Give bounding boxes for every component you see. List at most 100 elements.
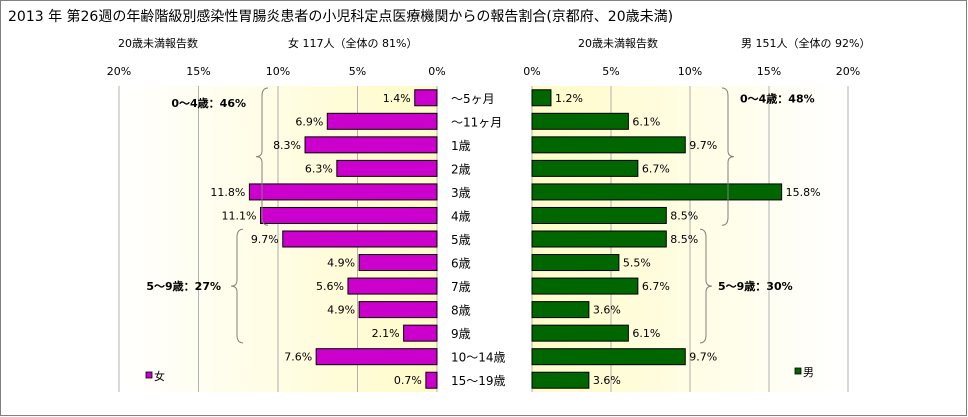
left-bar xyxy=(414,89,438,107)
left-data-label: 6.3% xyxy=(305,162,333,175)
right-data-label: 9.7% xyxy=(689,351,717,364)
right-data-label: 8.5% xyxy=(670,209,698,222)
right-legend-label: 男 xyxy=(803,366,814,379)
right-bar xyxy=(531,277,639,295)
left-data-label: 0.7% xyxy=(394,374,422,387)
left-data-label: 11.1% xyxy=(222,209,257,222)
left-data-label: 4.9% xyxy=(327,257,355,270)
category-label: 3歳 xyxy=(451,186,471,200)
right-data-label: 3.6% xyxy=(593,304,621,317)
category-label: 15～19歳 xyxy=(451,374,506,388)
right-data-label: 8.5% xyxy=(670,233,698,246)
right-bar xyxy=(531,324,629,342)
left-data-label: 9.7% xyxy=(251,233,279,246)
right-data-label: 6.7% xyxy=(642,280,670,293)
left-annotation-label: 5～9歳：27% xyxy=(146,279,221,293)
right-data-label: 6.1% xyxy=(632,115,660,128)
annotations: 0～4歳：46% 5～9歳：27% 0～4歳：48% 5～9歳：30% xyxy=(146,87,815,344)
category-label: 6歳 xyxy=(451,257,471,271)
right-legend: 男 xyxy=(794,366,814,379)
left-legend-label: 女 xyxy=(154,369,165,383)
left-data-label: 7.6% xyxy=(284,351,312,364)
right-bar xyxy=(531,206,667,224)
right-data-label: 9.7% xyxy=(689,139,717,152)
right-axis-tick-label: 0% xyxy=(523,65,540,78)
right-axis-ticks: 0% 5% 10% 15% 20% xyxy=(523,65,860,78)
right-header-label: 20歳未満報告数 xyxy=(578,37,658,50)
category-label: 7歳 xyxy=(451,280,471,294)
left-data-label: 11.8% xyxy=(210,186,245,199)
left-bar xyxy=(260,206,438,224)
right-header-count: 男 151人（全体の 92%） xyxy=(741,36,870,50)
right-axis-tick-label: 10% xyxy=(678,65,702,78)
right-legend-swatch xyxy=(794,367,802,375)
right-bar xyxy=(531,254,620,272)
chart-title: 2013 年 第26週の年齢階級別感染性胃腸炎患者の小児科定点医療機関からの報告… xyxy=(8,8,673,25)
right-bar xyxy=(531,301,590,319)
left-bar xyxy=(347,277,438,295)
right-bar xyxy=(531,371,590,389)
left-legend: 女 xyxy=(145,369,165,383)
left-axis-tick-label: 15% xyxy=(186,65,210,78)
category-label: 4歳 xyxy=(451,209,471,223)
right-annotation-brace xyxy=(721,87,735,226)
category-label: 10～14歳 xyxy=(451,351,506,365)
left-data-label: 5.6% xyxy=(316,280,344,293)
category-label: 8歳 xyxy=(451,304,471,318)
category-label: 5歳 xyxy=(451,233,471,247)
category-label: ～5ヶ月 xyxy=(451,92,495,106)
right-annotation-label: 0～4歳：48% xyxy=(740,91,815,105)
right-bar xyxy=(531,348,686,366)
left-data-label: 6.9% xyxy=(295,115,323,128)
left-data-label: 8.3% xyxy=(273,139,301,152)
right-bar xyxy=(531,159,639,177)
right-axis-tick-label: 5% xyxy=(602,65,619,78)
category-labels: ～5ヶ月 ～11ヶ月 1歳 2歳 3歳 4歳 5歳 6歳 7歳 8歳 9歳 10～14歳 15～19歳 xyxy=(451,92,506,388)
left-data-label: 2.1% xyxy=(372,327,400,340)
left-bar xyxy=(282,230,438,248)
right-bar xyxy=(531,230,667,248)
left-axis-tick-label: 0% xyxy=(428,65,445,78)
right-bar xyxy=(531,183,783,201)
right-axis-tick-label: 15% xyxy=(757,65,781,78)
right-data-label: 6.1% xyxy=(632,327,660,340)
right-data-label: 1.2% xyxy=(555,92,583,105)
right-annotation-label: 5～9歳：30% xyxy=(718,279,793,293)
left-axis-tick-label: 20% xyxy=(107,65,131,78)
right-data-label: 6.7% xyxy=(642,162,670,175)
left-bar xyxy=(403,324,438,342)
category-label: ～11ヶ月 xyxy=(451,115,502,129)
left-axis-tick-label: 5% xyxy=(349,65,366,78)
category-label: 1歳 xyxy=(451,139,471,153)
category-label: 2歳 xyxy=(451,162,471,176)
left-annotation-label: 0～4歳：46% xyxy=(171,96,246,110)
right-axis-tick-label: 20% xyxy=(836,65,860,78)
left-legend-swatch xyxy=(145,371,153,379)
left-bar xyxy=(425,371,438,389)
left-bar xyxy=(315,348,438,366)
left-bar xyxy=(248,183,438,201)
left-header-count: 女 117人（全体の 81%） xyxy=(288,36,417,50)
left-annotation-brace xyxy=(230,228,244,344)
right-data-label: 3.6% xyxy=(593,374,621,387)
right-bar xyxy=(531,89,552,107)
left-axis-ticks: 20% 15% 10% 5% 0% xyxy=(107,65,446,78)
right-bar xyxy=(531,136,686,154)
left-header-label: 20歳未満報告数 xyxy=(118,37,198,50)
right-bar xyxy=(531,112,629,130)
left-bar xyxy=(358,301,438,319)
left-data-label: 4.9% xyxy=(327,304,355,317)
right-data-label: 5.5% xyxy=(623,257,651,270)
right-bars: 1.2% 6.1% 9.7% 6.7% 15.8% 8.5% 8.5% 5.5% 6.7% 3.6… xyxy=(531,89,821,389)
left-axis-tick-label: 10% xyxy=(266,65,290,78)
left-bar xyxy=(304,136,438,154)
category-label: 9歳 xyxy=(451,327,471,341)
right-annotation-brace xyxy=(699,228,713,344)
left-data-label: 1.4% xyxy=(383,92,411,105)
left-annotation-brace xyxy=(255,87,269,226)
left-bar xyxy=(358,254,438,272)
right-data-label: 15.8% xyxy=(786,186,821,199)
left-bar xyxy=(336,159,438,177)
